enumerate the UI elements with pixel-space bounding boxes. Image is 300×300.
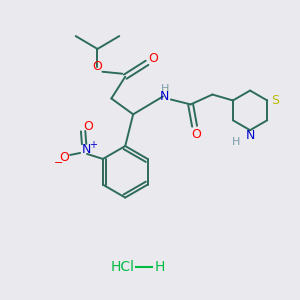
Text: HCl: HCl — [110, 260, 134, 274]
Text: N: N — [160, 90, 170, 103]
Text: H: H — [232, 137, 240, 147]
Text: O: O — [192, 128, 202, 141]
Text: O: O — [83, 120, 93, 133]
Text: N: N — [245, 129, 255, 142]
Text: S: S — [271, 94, 279, 107]
Text: O: O — [93, 60, 102, 73]
Text: −: − — [54, 158, 63, 168]
Text: O: O — [59, 152, 69, 164]
Text: N: N — [81, 142, 91, 155]
Text: H: H — [155, 260, 165, 274]
Text: H: H — [161, 84, 169, 94]
Text: +: + — [89, 140, 97, 150]
Text: O: O — [148, 52, 158, 65]
